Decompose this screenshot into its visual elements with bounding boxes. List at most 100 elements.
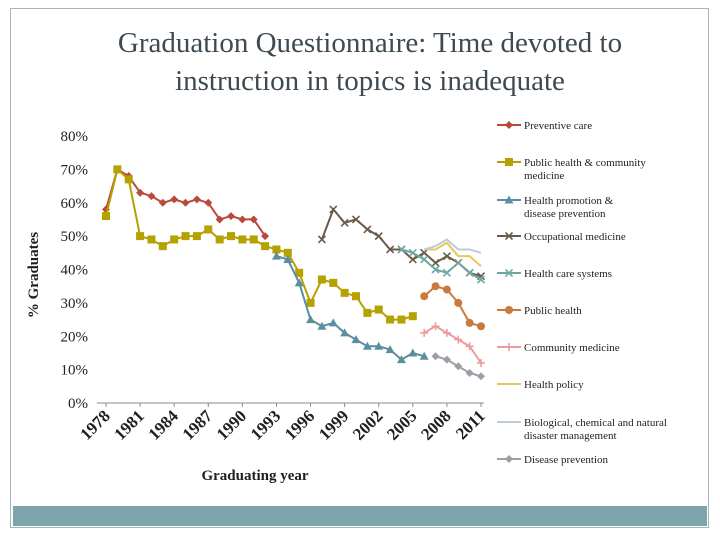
x-tick-label: 1981 [110,406,147,443]
data-point [442,268,451,277]
data-point [454,362,463,371]
legend-label: Community medicine [524,342,620,354]
series-line [320,207,482,278]
legend-entry-4: Health care systems [497,268,612,280]
legend-label-line: Public health [524,305,582,317]
data-point [408,312,417,321]
data-point [431,282,440,291]
slide-frame [10,8,709,528]
legend-label-line: Biological, chemical and natural [524,417,667,429]
x-tick-label: 1987 [179,406,217,444]
data-point [329,205,338,214]
x-tick-label: 1999 [315,406,352,443]
data-point [352,292,360,301]
x-tick-label: 1990 [213,406,250,443]
legend-entry-5: Public health [497,305,582,317]
legend-entry-3: Occupational medicine [497,231,626,243]
data-point [181,198,190,207]
data-point [396,355,406,364]
data-point [306,298,315,307]
legend-label-line: disease prevention [524,208,606,220]
legend-entry-0: Preventive care [497,120,592,132]
legend-swatch-marker [504,231,514,241]
data-point [420,292,429,301]
data-point [317,275,326,284]
legend-entry-1: Public health & community medicine [497,157,646,182]
data-point [442,285,451,294]
data-point [147,235,156,244]
y-tick-label: 10% [61,363,89,379]
data-point [454,335,463,344]
y-tick-label: 0% [68,396,88,412]
data-point [136,232,145,241]
data-point [374,341,384,350]
data-point [442,252,451,261]
y-tick-label: 50% [61,229,89,245]
y-tick-label: 30% [61,296,89,312]
x-tick-label: 1978 [76,406,113,443]
data-point [419,351,429,360]
y-tick-label: 80% [61,129,89,145]
data-point [261,232,270,241]
y-tick-label: 40% [61,263,89,279]
series-line [276,255,425,361]
data-point [170,195,179,204]
data-point [431,352,440,361]
data-point [476,275,486,284]
series-line [423,238,482,254]
series-7 [424,241,482,267]
data-point [442,328,451,337]
data-point [136,188,145,197]
chart-series [102,165,486,381]
data-point [204,198,213,207]
data-point [386,245,395,254]
data-point [351,335,361,344]
series-line [424,241,482,267]
data-point [408,348,418,357]
data-point [420,255,429,264]
data-point [249,235,258,244]
data-point [113,165,122,174]
legend-label: Occupational medicine [524,231,626,243]
series-3 [317,205,486,281]
series-8 [423,238,482,254]
legend-swatch-marker [505,343,513,351]
legend-entry-9: Disease prevention [497,454,608,466]
data-point [170,235,179,244]
data-point [272,245,281,254]
data-point [249,215,258,224]
data-point [431,258,440,267]
data-point [363,225,372,234]
legend-entry-6: Community medicine [497,342,620,354]
data-point [283,248,292,257]
legend-label-line: medicine [524,170,564,182]
data-point [340,328,350,337]
footer-bar [13,506,707,526]
legend-swatch-marker [504,268,514,278]
data-point [477,322,485,331]
data-point [385,345,395,354]
series-9 [431,352,485,381]
series-6 [420,322,485,367]
legend-swatch-marker [505,121,513,129]
data-point [238,215,247,224]
series-4 [397,245,486,284]
data-point [340,288,349,297]
data-point [465,268,474,277]
legend-label-line: Health promotion & [524,195,614,207]
data-point [454,258,463,267]
legend-label-line: Public health & community [524,157,646,169]
data-point [374,305,383,314]
y-tick-label: 20% [61,329,89,345]
slide-title-line2: instruction in topics is inadequate [175,65,565,97]
data-point [465,342,474,351]
legend-swatch-marker [505,455,513,463]
data-point [271,251,281,260]
data-point [465,318,474,327]
data-point [465,368,474,377]
data-point [340,218,349,227]
legend-label: Public health [524,305,582,317]
legend-label-line: Preventive care [524,120,592,132]
x-tick-label: 2005 [383,406,420,443]
data-point [215,215,224,224]
